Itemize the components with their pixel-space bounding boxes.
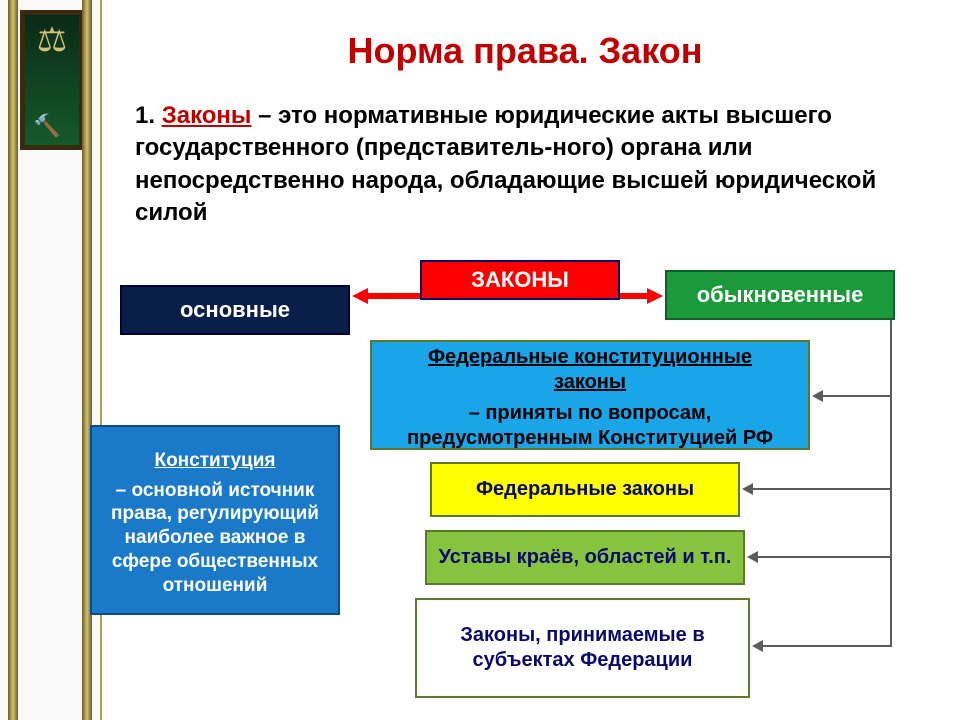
justice-image: ⚖ 🔨 <box>20 10 84 150</box>
box-zakony: ЗАКОНЫ <box>420 260 620 300</box>
box-subjekty-label: Законы, принимаемые в субъектах Федераци… <box>417 617 748 679</box>
box-subjekty: Законы, принимаемые в субъектах Федераци… <box>415 598 750 698</box>
definition-term: Законы <box>162 102 252 129</box>
box-zakony-label: ЗАКОНЫ <box>461 260 579 300</box>
box-obyknovennye: обыкновенные <box>665 270 895 320</box>
box-osnovnye: основные <box>120 285 350 335</box>
box-ustavy-label: Уставы краёв, областей и т.п. <box>429 539 742 576</box>
box-fed-konst-label: Федеральные конституционные законы – при… <box>372 333 808 457</box>
box-fed-konst: Федеральные конституционные законы – при… <box>370 340 810 450</box>
page-title: Норма права. Закон <box>105 30 945 72</box>
decorative-left-strip: ⚖ 🔨 <box>0 0 102 720</box>
box-konstit: Конституция – основной источник права, р… <box>90 425 340 615</box>
definition-prefix: 1. <box>135 102 162 129</box>
box-obykn-label: обыкновенные <box>687 275 874 315</box>
box-fed-zak-label: Федеральные законы <box>466 471 704 508</box>
box-osnovnye-label: основные <box>170 290 300 330</box>
gavel-icon: 🔨 <box>33 113 60 139</box>
definition-text: 1. Законы – это нормативные юридические … <box>135 100 900 230</box>
box-konstit-label: Конституция – основной источник права, р… <box>92 437 338 604</box>
box-ustavy: Уставы краёв, областей и т.п. <box>425 530 745 585</box>
scales-icon: ⚖ <box>37 23 67 57</box>
page-title-text: Норма права. Закон <box>348 30 703 71</box>
box-fed-zak: Федеральные законы <box>430 462 740 517</box>
